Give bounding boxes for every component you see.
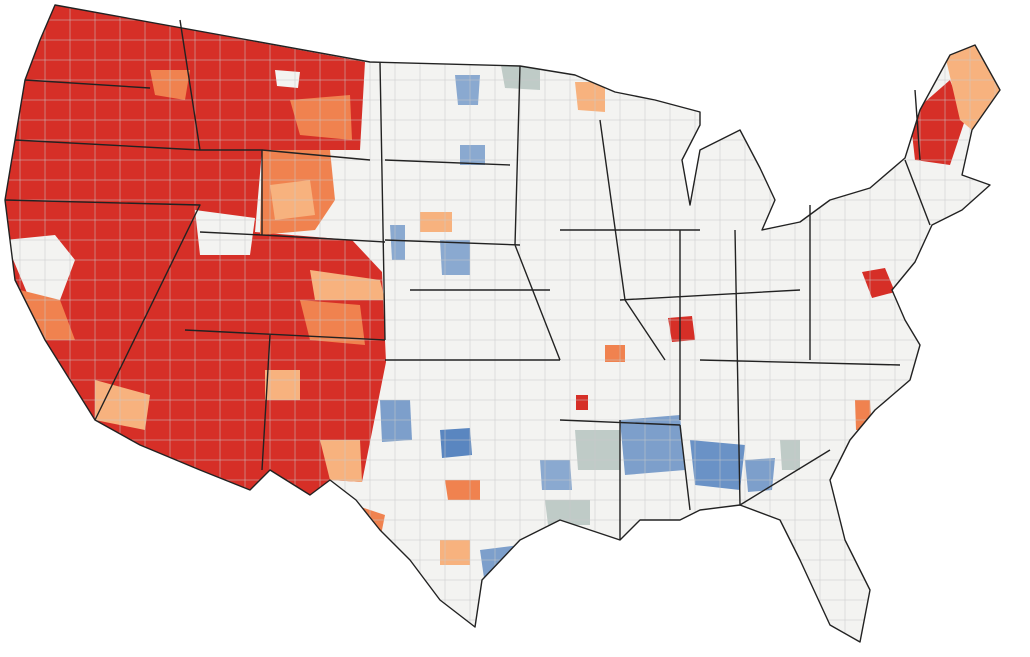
region-light-orange (265, 370, 300, 400)
region-blue (440, 240, 470, 275)
region-gray (575, 430, 620, 470)
region-orange (20, 290, 75, 340)
region-blue (455, 75, 480, 105)
region-light-orange-mn (575, 82, 605, 112)
region-blue (440, 428, 472, 458)
region-blue (690, 440, 745, 490)
region-light-orange-tx (440, 540, 470, 565)
region-blue (460, 145, 485, 165)
region-blue (380, 400, 412, 442)
region-orange-tx (445, 480, 480, 500)
region-red-ne (910, 80, 965, 165)
region-orange-mo (605, 345, 625, 362)
region-blue (540, 460, 572, 490)
regions (5, 5, 1000, 585)
region-gray (780, 440, 800, 470)
region-orange-sc (855, 400, 872, 430)
region-light-orange (320, 440, 362, 482)
region-red-ky (668, 316, 695, 342)
region-blue (480, 545, 525, 585)
region-white (195, 210, 255, 255)
region-orange (300, 300, 365, 345)
region-blue (745, 458, 775, 492)
region-blue (390, 225, 405, 260)
region-white (275, 70, 300, 88)
state-border (4, 19, 931, 540)
region-light-orange-sd (420, 212, 452, 232)
region-light-orange (310, 270, 385, 300)
us-outline (4, 4, 1001, 643)
region-red-ar (576, 395, 588, 410)
region-orange (290, 95, 352, 140)
state-borders (4, 4, 1001, 643)
region-gray (545, 500, 590, 525)
region-white (5, 235, 75, 300)
